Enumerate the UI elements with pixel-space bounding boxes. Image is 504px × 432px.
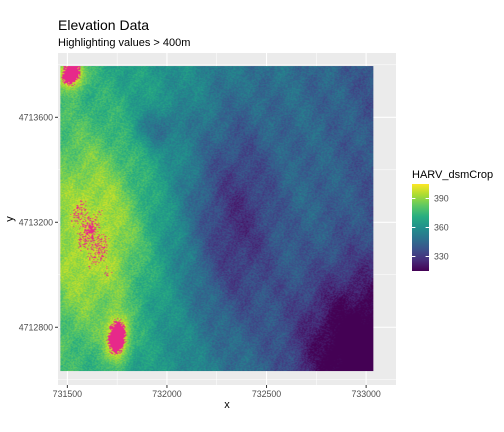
y-axis-label: y bbox=[4, 216, 16, 222]
legend-tick-label: 390 bbox=[434, 194, 449, 204]
chart-title: Elevation Data bbox=[58, 17, 150, 33]
y-tick-label: 4712800 bbox=[19, 322, 53, 332]
x-tick-label: 733000 bbox=[351, 389, 380, 399]
legend-tick-label: 360 bbox=[434, 223, 449, 233]
axes: 731500 732000 732500 733000 4712800 4713200 47… bbox=[19, 112, 381, 399]
x-tick-label: 732500 bbox=[252, 389, 281, 399]
y-tick-label: 4713600 bbox=[19, 112, 53, 122]
legend: HARV_dsmCrop 330 360 390 bbox=[412, 169, 493, 271]
y-tick-label: 4713200 bbox=[19, 217, 53, 227]
legend-colorbar bbox=[412, 184, 429, 271]
legend-tick-label: 330 bbox=[434, 252, 449, 262]
elevation-raster bbox=[60, 66, 374, 372]
x-tick-label: 731500 bbox=[53, 389, 82, 399]
x-tick-label: 732000 bbox=[152, 389, 181, 399]
legend-title: HARV_dsmCrop bbox=[412, 169, 493, 181]
chart-subtitle: Highlighting values > 400m bbox=[58, 37, 191, 49]
x-axis-label: x bbox=[224, 399, 230, 411]
